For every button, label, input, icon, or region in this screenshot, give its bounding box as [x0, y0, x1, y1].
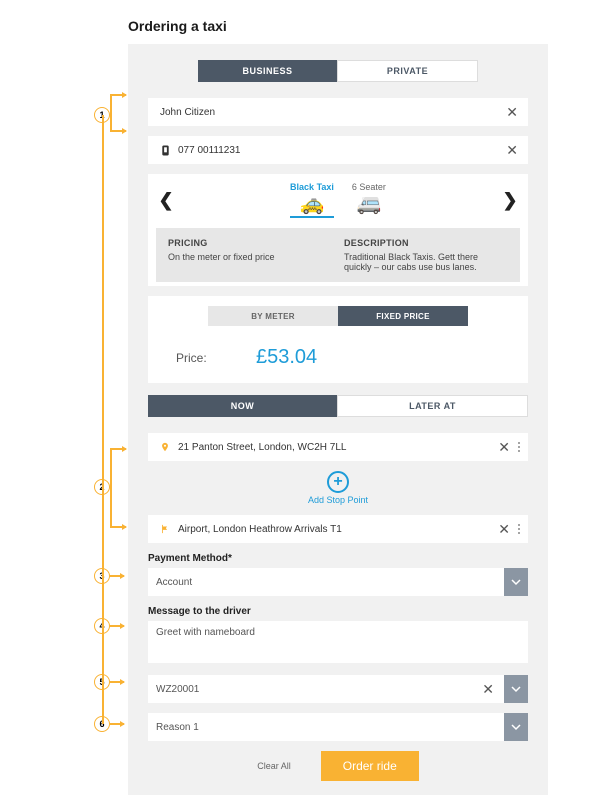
order-panel: BUSINESS PRIVATE John Citizen ✕ 077 0011…	[128, 44, 548, 795]
tab-fixed-price[interactable]: FIXED PRICE	[338, 306, 468, 326]
clear-phone-icon[interactable]: ✕	[504, 142, 520, 159]
reason-select[interactable]: Reason 1	[148, 713, 528, 741]
dropoff-options-icon[interactable]	[518, 524, 520, 534]
dropoff-value: Airport, London Heathrow Arrivals T1	[174, 524, 496, 535]
annotation-connector	[110, 448, 126, 450]
pickup-pin-icon	[156, 442, 174, 452]
message-label: Message to the driver	[148, 606, 528, 617]
annotation-connector	[110, 94, 112, 130]
dropoff-input[interactable]: Airport, London Heathrow Arrivals T1 ✕	[148, 515, 528, 543]
tab-business[interactable]: BUSINESS	[198, 60, 337, 82]
pricing-heading: PRICING	[168, 238, 332, 248]
clear-pickup-icon[interactable]: ✕	[496, 439, 512, 456]
payment-value: Account	[156, 577, 192, 588]
car-icon: 🚕	[290, 194, 334, 214]
vehicle-option-six-seater[interactable]: 6 Seater 🚐	[352, 182, 386, 218]
message-value: Greet with nameboard	[156, 627, 255, 638]
order-ride-button[interactable]: Order ride	[321, 751, 419, 781]
chevron-down-icon[interactable]	[504, 675, 528, 703]
annotation-connector	[110, 526, 126, 528]
clear-name-icon[interactable]: ✕	[504, 104, 520, 121]
annotation-arrow	[110, 681, 124, 683]
description-body: Traditional Black Taxis. Gett there quic…	[344, 252, 508, 272]
vehicle-info-panel: PRICING On the meter or fixed price DESC…	[156, 228, 520, 282]
price-box: BY METER FIXED PRICE Price: £53.04	[148, 296, 528, 383]
annotation-arrow	[110, 723, 124, 725]
chevron-down-icon[interactable]	[504, 713, 528, 741]
add-stop-label: Add Stop Point	[148, 495, 528, 505]
add-stop-button[interactable]: + Add Stop Point	[148, 471, 528, 505]
trip-type-tabs: BUSINESS PRIVATE	[198, 60, 478, 82]
phone-value: 077 00111231	[174, 145, 504, 156]
vehicle-selector: ❮ Black Taxi 🚕 6 Seater 🚐 ❯	[148, 174, 528, 286]
annotation-arrow	[110, 625, 124, 627]
vehicle-prev-icon[interactable]: ❮	[156, 190, 176, 211]
vehicle-label: 6 Seater	[352, 182, 386, 192]
name-input[interactable]: John Citizen ✕	[148, 98, 528, 126]
price-type-tabs: BY METER FIXED PRICE	[208, 306, 468, 326]
description-heading: DESCRIPTION	[344, 238, 508, 248]
vehicle-option-black-taxi[interactable]: Black Taxi 🚕	[290, 182, 334, 218]
annotation-spine	[102, 115, 104, 724]
page-title: Ordering a taxi	[0, 0, 600, 44]
payment-label: Payment Method*	[148, 553, 528, 564]
plus-icon: +	[327, 471, 349, 493]
tab-by-meter[interactable]: BY METER	[208, 306, 338, 326]
chevron-down-icon[interactable]	[504, 568, 528, 596]
name-value: John Citizen	[156, 107, 504, 118]
vehicle-label: Black Taxi	[290, 182, 334, 192]
destination-flag-icon	[156, 524, 174, 534]
phone-input[interactable]: 077 00111231 ✕	[148, 136, 528, 164]
message-textarea[interactable]: Greet with nameboard	[148, 621, 528, 663]
annotation-arrow	[110, 575, 124, 577]
time-tabs: NOW LATER AT	[148, 395, 528, 417]
van-icon: 🚐	[352, 194, 386, 214]
phone-icon	[156, 145, 174, 156]
annotation-connector	[110, 448, 112, 526]
tab-later[interactable]: LATER AT	[337, 395, 528, 417]
annotation-connector	[110, 130, 126, 132]
pickup-input[interactable]: 21 Panton Street, London, WC2H 7LL ✕	[148, 433, 528, 461]
pickup-value: 21 Panton Street, London, WC2H 7LL	[174, 442, 496, 453]
reference-value: WZ20001	[156, 684, 199, 695]
reference-select[interactable]: WZ20001 ✕	[148, 675, 528, 703]
price-label: Price:	[176, 351, 256, 365]
vehicle-next-icon[interactable]: ❯	[500, 190, 520, 211]
tab-private[interactable]: PRIVATE	[337, 60, 478, 82]
payment-select[interactable]: Account	[148, 568, 528, 596]
tab-now[interactable]: NOW	[148, 395, 337, 417]
pricing-body: On the meter or fixed price	[168, 252, 332, 262]
annotation-connector	[110, 94, 126, 96]
reason-value: Reason 1	[156, 722, 199, 733]
price-value: £53.04	[256, 346, 317, 369]
clear-reference-icon[interactable]: ✕	[480, 681, 496, 698]
clear-all-button[interactable]: Clear All	[257, 761, 291, 771]
clear-dropoff-icon[interactable]: ✕	[496, 521, 512, 538]
pickup-options-icon[interactable]	[518, 442, 520, 452]
